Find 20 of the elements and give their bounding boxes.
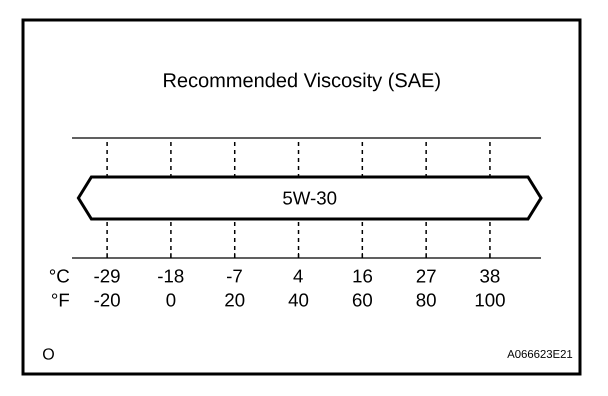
x2-tick-label: -29 bbox=[94, 269, 120, 283]
x-tick-label: 40 bbox=[288, 293, 308, 307]
x-tick-label: 60 bbox=[352, 293, 372, 307]
x-tick-label: 100 bbox=[476, 293, 505, 307]
chart-title: Recommended Viscosity (SAE) bbox=[164, 72, 440, 92]
x2-tick-label: 27 bbox=[416, 269, 436, 283]
x-axis-title: °F bbox=[52, 293, 70, 307]
text: A066623E21 bbox=[507, 350, 572, 358]
x2-axis-title: °C bbox=[50, 269, 70, 283]
text: O bbox=[43, 348, 54, 360]
x-tick-label: 0 bbox=[166, 293, 176, 307]
x-tick-label: -20 bbox=[94, 293, 120, 307]
x-tick-label: 80 bbox=[416, 293, 436, 307]
x2-tick-label: 4 bbox=[293, 270, 303, 282]
x2-tick-label: 38 bbox=[480, 269, 500, 283]
x2-tick-label: -7 bbox=[227, 270, 242, 282]
y-tick-label: 5W-30 bbox=[283, 191, 336, 205]
x2-tick-label: -18 bbox=[158, 269, 184, 283]
x-tick-label: 20 bbox=[225, 293, 244, 307]
x2-tick-label: 16 bbox=[354, 269, 372, 283]
